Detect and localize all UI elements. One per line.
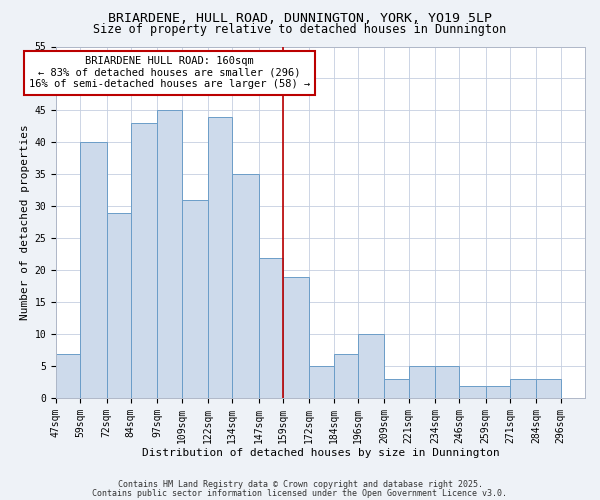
Bar <box>80 142 107 398</box>
Bar <box>334 354 358 399</box>
Bar <box>485 386 510 398</box>
Bar <box>384 379 409 398</box>
Bar <box>409 366 435 398</box>
Bar <box>283 277 309 398</box>
Bar <box>232 174 259 398</box>
Text: Size of property relative to detached houses in Dunnington: Size of property relative to detached ho… <box>94 22 506 36</box>
Text: Contains public sector information licensed under the Open Government Licence v3: Contains public sector information licen… <box>92 488 508 498</box>
Text: BRIARDENE HULL ROAD: 160sqm
← 83% of detached houses are smaller (296)
16% of se: BRIARDENE HULL ROAD: 160sqm ← 83% of det… <box>29 56 310 90</box>
Bar <box>358 334 384 398</box>
Bar <box>510 379 536 398</box>
Bar <box>182 200 208 398</box>
Text: BRIARDENE, HULL ROAD, DUNNINGTON, YORK, YO19 5LP: BRIARDENE, HULL ROAD, DUNNINGTON, YORK, … <box>108 12 492 26</box>
Bar <box>131 124 157 398</box>
Bar <box>536 379 560 398</box>
X-axis label: Distribution of detached houses by size in Dunnington: Distribution of detached houses by size … <box>142 448 499 458</box>
Bar <box>259 258 283 398</box>
Bar <box>309 366 334 398</box>
Bar <box>107 213 131 398</box>
Bar <box>435 366 460 398</box>
Bar <box>208 117 232 398</box>
Bar <box>460 386 485 398</box>
Text: Contains HM Land Registry data © Crown copyright and database right 2025.: Contains HM Land Registry data © Crown c… <box>118 480 482 489</box>
Bar <box>157 110 182 399</box>
Y-axis label: Number of detached properties: Number of detached properties <box>20 124 30 320</box>
Bar <box>56 354 80 399</box>
